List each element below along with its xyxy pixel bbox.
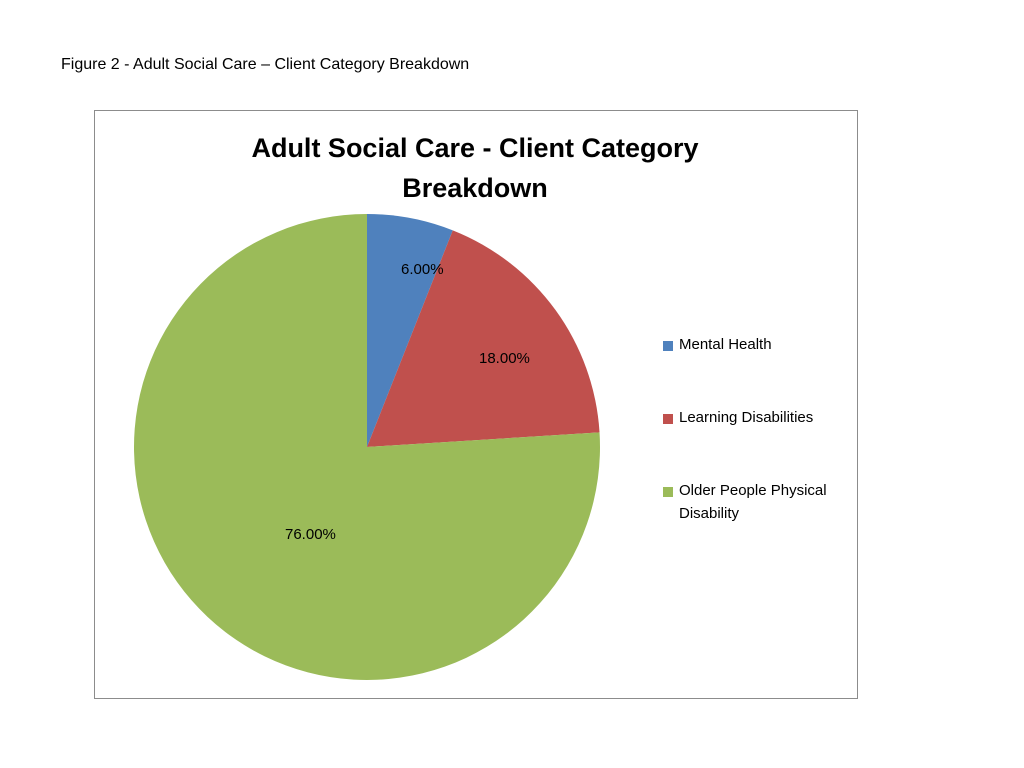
pie-slice-mental-health [367,214,453,447]
chart-frame: Adult Social Care - Client Category Brea… [94,110,858,699]
slice-label-mental-health: 6.00% [401,261,444,278]
figure-caption: Figure 2 - Adult Social Care – Client Ca… [61,56,470,73]
chart-title-line-1: Adult Social Care - Client Category [251,133,699,163]
legend-swatch-mental-health [663,341,673,351]
pie-slice-older-people-physical-disability [133,214,600,680]
legend-label-older-people-physical-disability: Older People Physical Disability [679,482,827,522]
chart-title-line-2: Breakdown [402,173,548,203]
slice-label-learning-disabilities: 18.00% [479,350,530,367]
slice-label-older-people-physical-disability: 76.00% [285,526,336,543]
pie-slice-learning-disabilities [367,230,600,447]
legend-label-mental-health: Mental Health [679,336,772,353]
legend-swatch-learning-disabilities [663,414,673,424]
pie-value-labels: 6.00% 18.00% 76.00% [285,261,530,543]
legend-swatch-older-people-physical-disability [663,487,673,497]
pie-slices [133,214,600,680]
legend-label-learning-disabilities: Learning Disabilities [679,409,814,426]
pie-chart: 6.00% 18.00% 76.00% [133,214,600,680]
